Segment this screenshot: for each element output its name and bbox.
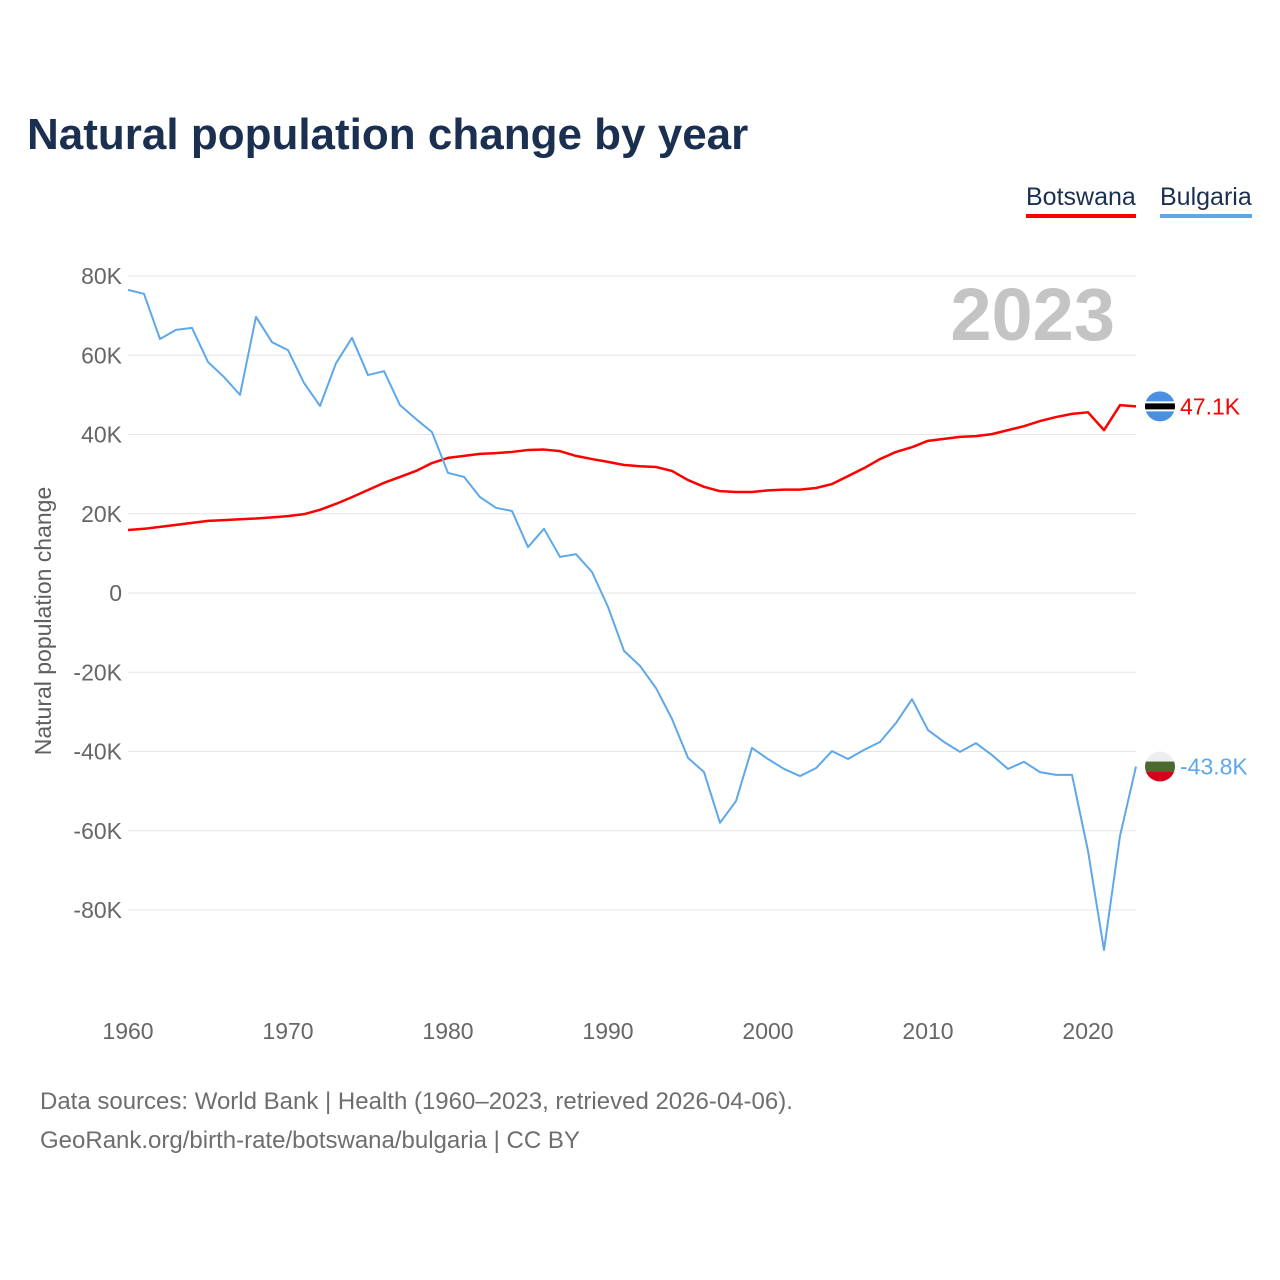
y-tick-label: -40K	[73, 739, 122, 765]
end-value-label: -43.8K	[1180, 754, 1248, 780]
end-value-label: 47.1K	[1180, 393, 1241, 419]
legend-bulgaria[interactable]: Bulgaria	[1160, 183, 1252, 218]
y-tick-label: 40K	[81, 422, 123, 448]
x-tick-label: 2010	[902, 1018, 953, 1044]
x-tick-label: 2000	[742, 1018, 793, 1044]
y-tick-label: 60K	[81, 342, 123, 368]
x-tick-label: 1960	[102, 1018, 153, 1044]
legend-botswana[interactable]: Botswana	[1026, 183, 1136, 218]
botswana-flag-icon	[1145, 391, 1175, 422]
y-tick-label: -20K	[73, 659, 122, 685]
y-tick-label: 0	[109, 580, 122, 606]
x-tick-label: 1980	[422, 1018, 473, 1044]
series-line-bulgaria[interactable]	[127, 288, 1137, 952]
y-axis-label: Natural population change	[30, 487, 56, 756]
x-tick-label: 1970	[262, 1018, 313, 1044]
chart-title: Natural population change by year	[27, 110, 749, 159]
x-tick-label: 2020	[1062, 1018, 1113, 1044]
y-tick-label: -80K	[73, 897, 122, 923]
year-label: 2023	[950, 273, 1115, 356]
series-line-botswana[interactable]	[127, 403, 1137, 532]
data-source-text: Data sources: World Bank | Health (1960–…	[40, 1088, 793, 1115]
x-tick-label: 1990	[582, 1018, 633, 1044]
y-tick-label: 80K	[81, 263, 123, 289]
bulgaria-flag-icon	[1145, 751, 1175, 782]
y-tick-label: -60K	[73, 818, 122, 844]
attribution-text: GeoRank.org/birth-rate/botswana/bulgaria…	[40, 1127, 580, 1154]
y-tick-label: 20K	[81, 501, 123, 527]
